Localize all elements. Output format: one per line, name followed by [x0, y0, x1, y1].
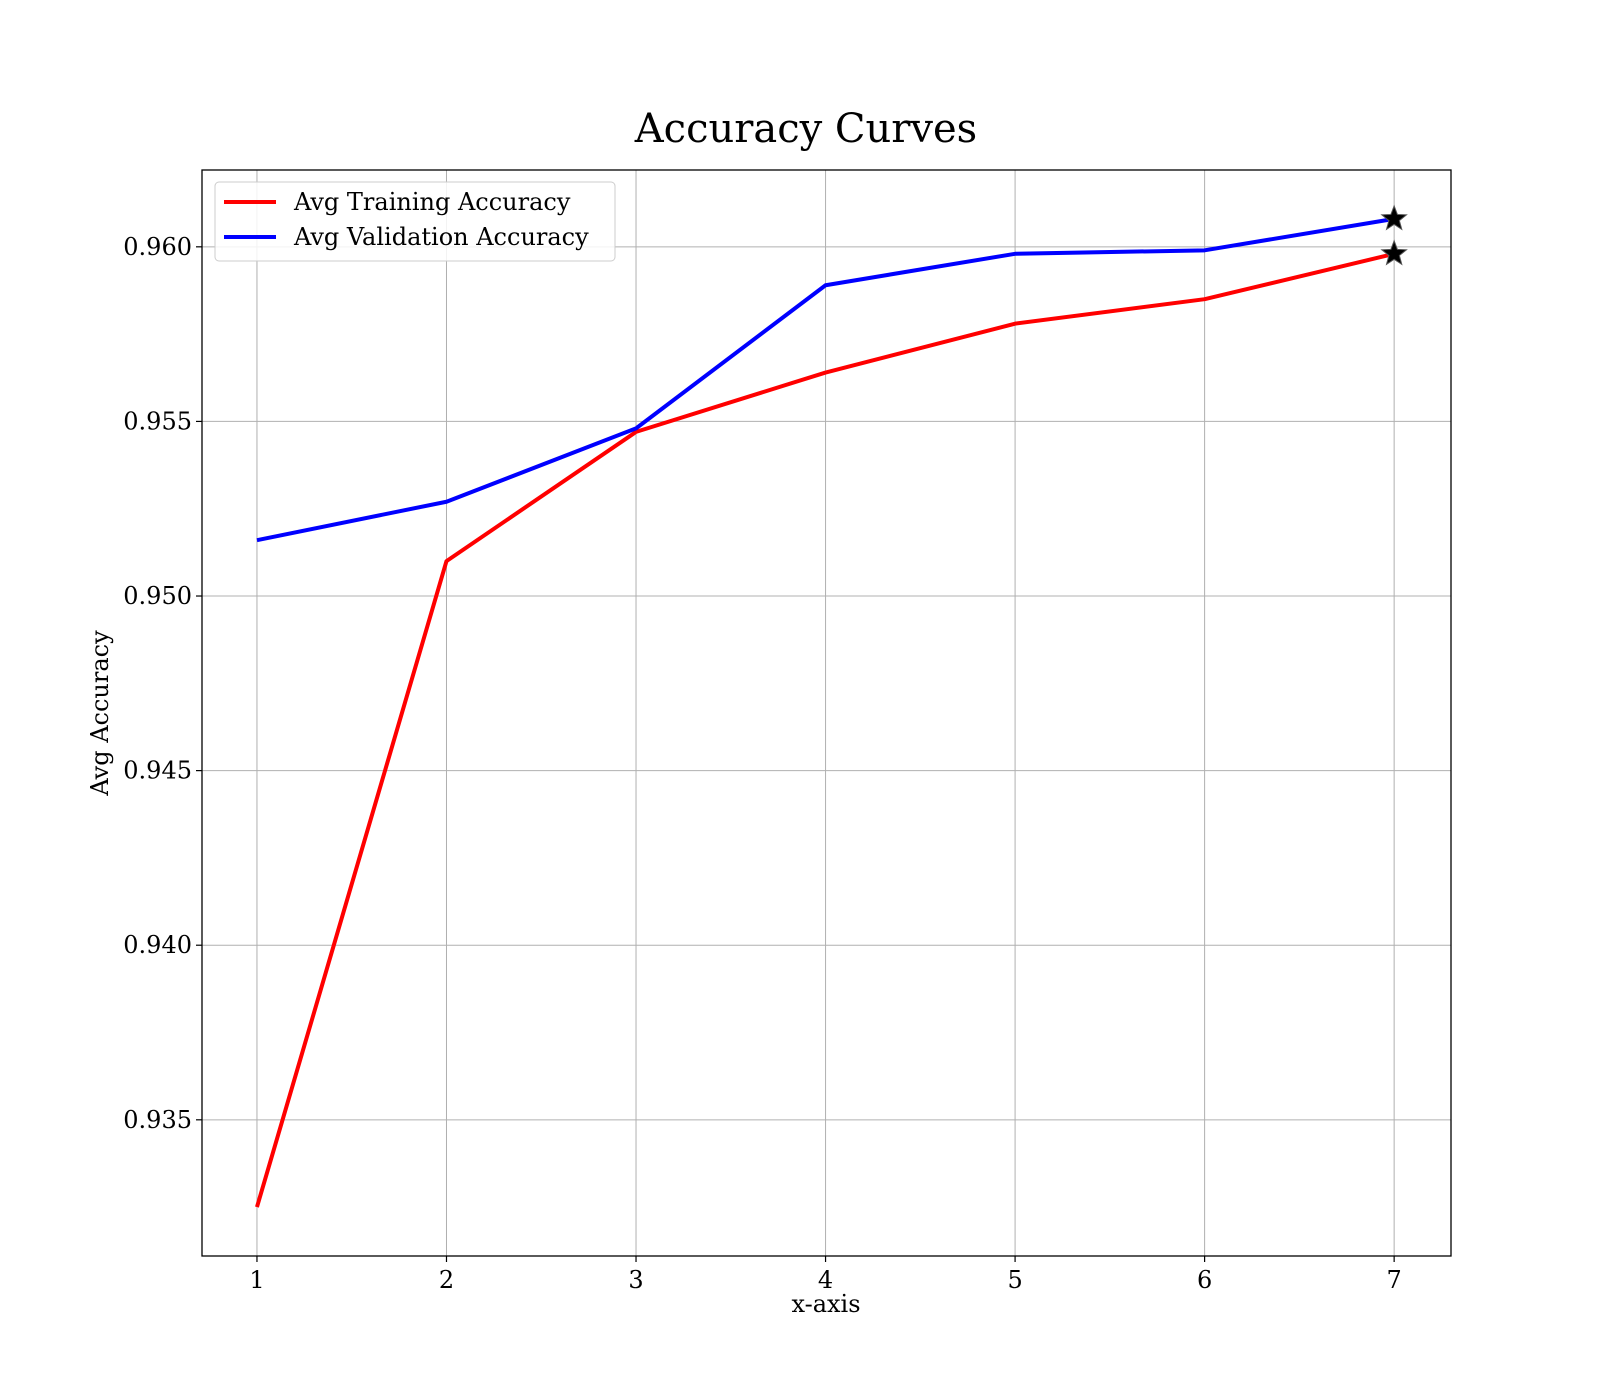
- x-tick-label: 5: [1007, 1266, 1022, 1294]
- y-tick-label: 0.945: [123, 757, 192, 785]
- y-tick-label: 0.950: [123, 582, 192, 610]
- series-line-training: [255, 251, 1395, 1208]
- best-star-marker-training: [1380, 239, 1408, 266]
- y-axis-label: Avg Accuracy: [86, 630, 114, 797]
- x-tick-label: 1: [249, 1266, 264, 1294]
- x-tick-label: 3: [628, 1266, 643, 1294]
- legend-box: [214, 181, 616, 262]
- legend-label-validation: Avg Validation Accuracy: [293, 223, 589, 251]
- x-tick-label: 6: [1197, 1266, 1212, 1294]
- x-tick-label: 4: [818, 1266, 833, 1294]
- chart-title: Accuracy Curves: [634, 106, 977, 152]
- y-tick-label: 0.955: [123, 407, 192, 435]
- axis-ticks: 1 2 3 4 5 6 7 0.935 0.940 0.945 0.950 0.955 0.960: [123, 233, 1402, 1294]
- legend: Avg Training Accuracy Avg Validation Acc…: [214, 181, 616, 262]
- series-layer: [255, 204, 1408, 1208]
- x-tick-label: 7: [1387, 1266, 1402, 1294]
- x-tick-label: 2: [439, 1266, 454, 1294]
- best-star-marker-validation: [1380, 204, 1408, 231]
- x-axis-label: x-axis: [791, 1290, 860, 1318]
- y-tick-label: 0.960: [123, 233, 192, 261]
- plot-frame: [201, 169, 1452, 1257]
- series-line-validation: [256, 216, 1395, 543]
- grid: [202, 170, 1451, 1256]
- legend-label-training: Avg Training Accuracy: [293, 188, 571, 216]
- y-tick-label: 0.935: [123, 1106, 192, 1134]
- y-tick-label: 0.940: [123, 931, 192, 959]
